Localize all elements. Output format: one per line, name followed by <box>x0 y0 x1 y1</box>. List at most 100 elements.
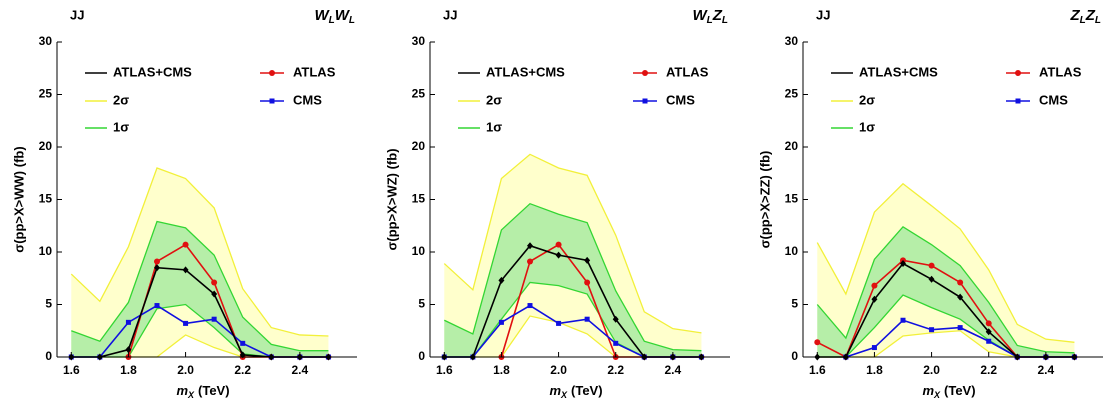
y-tick-label: 30 <box>39 34 53 48</box>
marker <box>871 282 878 289</box>
band-fill <box>71 221 329 357</box>
marker <box>498 319 504 325</box>
marker <box>125 346 132 354</box>
panel-title: JJ <box>443 7 457 22</box>
legend-label: 2σ <box>859 92 875 107</box>
legend-label: CMS <box>293 92 322 107</box>
x-label-base: m <box>922 383 934 398</box>
marker <box>269 70 275 76</box>
y-tick-label: 10 <box>785 244 799 258</box>
channel-part: Z <box>1069 7 1080 24</box>
legend-label: ATLAS <box>1039 64 1082 79</box>
marker <box>642 98 648 104</box>
x-label-unit: (TeV) <box>944 383 976 398</box>
x-tick-label: 2.2 <box>234 363 251 377</box>
marker <box>555 241 562 248</box>
channel-sub: L <box>722 15 728 26</box>
marker <box>154 303 160 309</box>
marker <box>957 279 964 286</box>
band-edge <box>816 182 1075 343</box>
marker <box>182 241 189 248</box>
channel-sub: L <box>329 15 335 26</box>
marker <box>1015 70 1021 76</box>
marker <box>985 328 992 336</box>
channel-part: Z <box>712 7 723 24</box>
legend-label: ATLAS+CMS <box>486 64 565 79</box>
marker <box>928 275 935 283</box>
x-tick-label: 2.4 <box>292 363 309 377</box>
channel-part: Z <box>1085 7 1096 24</box>
x-tick-label: 1.6 <box>809 363 826 377</box>
legend-label: 1σ <box>486 119 502 134</box>
x-tick-label: 2.4 <box>665 363 682 377</box>
channel-label: WLZL <box>692 7 728 26</box>
legend-label: 2σ <box>113 92 129 107</box>
band-edge <box>70 167 329 337</box>
x-label-unit: (TeV) <box>571 383 603 398</box>
x-tick-label: 2.0 <box>550 363 567 377</box>
marker <box>871 345 877 351</box>
x-tick-label: 1.6 <box>63 363 80 377</box>
y-axis-label: σ(pp>X>ZZ) (fb) <box>757 151 772 249</box>
y-tick-label: 0 <box>791 349 798 363</box>
y-tick-label: 0 <box>45 349 52 363</box>
y-tick-label: 25 <box>39 87 53 101</box>
y-tick-label: 5 <box>418 297 425 311</box>
legend-label: ATLAS <box>293 64 336 79</box>
channel-sub: L <box>1080 15 1086 26</box>
marker <box>125 319 131 325</box>
panel-title: JJ <box>816 7 830 22</box>
channel-label: WLWL <box>314 7 355 26</box>
y-tick-label: 0 <box>418 349 425 363</box>
marker <box>929 327 935 333</box>
marker <box>642 70 648 76</box>
legend: ATLAS+CMS 2σ 1σ ATLAS CMS <box>831 64 1082 134</box>
marker <box>182 266 189 274</box>
marker <box>556 320 562 326</box>
x-tick-label: 1.6 <box>436 363 453 377</box>
x-axis-label: mX (TeV) <box>176 383 229 400</box>
x-label-sub: X <box>560 390 568 400</box>
y-tick-label: 30 <box>412 34 426 48</box>
legend-label: CMS <box>1039 92 1068 107</box>
channel-label: ZLZL <box>1069 7 1101 26</box>
channel-sub: L <box>707 15 713 26</box>
legend-label: 1σ <box>859 119 875 134</box>
marker <box>613 340 619 346</box>
y-tick-label: 25 <box>412 87 426 101</box>
legend-label: 1σ <box>113 119 129 134</box>
marker <box>240 340 246 346</box>
x-tick-label: 2.2 <box>607 363 624 377</box>
y-tick-label: 20 <box>785 139 799 153</box>
marker <box>211 316 217 322</box>
marker <box>957 325 963 331</box>
marker <box>612 315 619 323</box>
x-axis-label: mX (TeV) <box>549 383 602 400</box>
legend-label: ATLAS <box>666 64 709 79</box>
channel-part: W <box>314 7 330 24</box>
marker <box>498 276 505 284</box>
band-edge <box>443 153 702 334</box>
marker <box>183 320 189 326</box>
marker <box>527 303 533 309</box>
marker <box>584 256 591 264</box>
marker <box>957 293 964 301</box>
legend-label: CMS <box>666 92 695 107</box>
x-label-base: m <box>549 383 561 398</box>
marker <box>154 258 160 265</box>
legend-label: 2σ <box>486 92 502 107</box>
marker <box>814 339 821 346</box>
legend-label: ATLAS+CMS <box>113 64 192 79</box>
marker <box>986 338 992 344</box>
x-tick-label: 2.4 <box>1038 363 1055 377</box>
marker <box>211 290 218 298</box>
x-label-unit: (TeV) <box>198 383 230 398</box>
y-tick-label: 20 <box>412 139 426 153</box>
marker <box>211 279 218 286</box>
marker <box>269 98 275 104</box>
y-tick-label: 15 <box>412 192 426 206</box>
y-tick-label: 25 <box>785 87 799 101</box>
